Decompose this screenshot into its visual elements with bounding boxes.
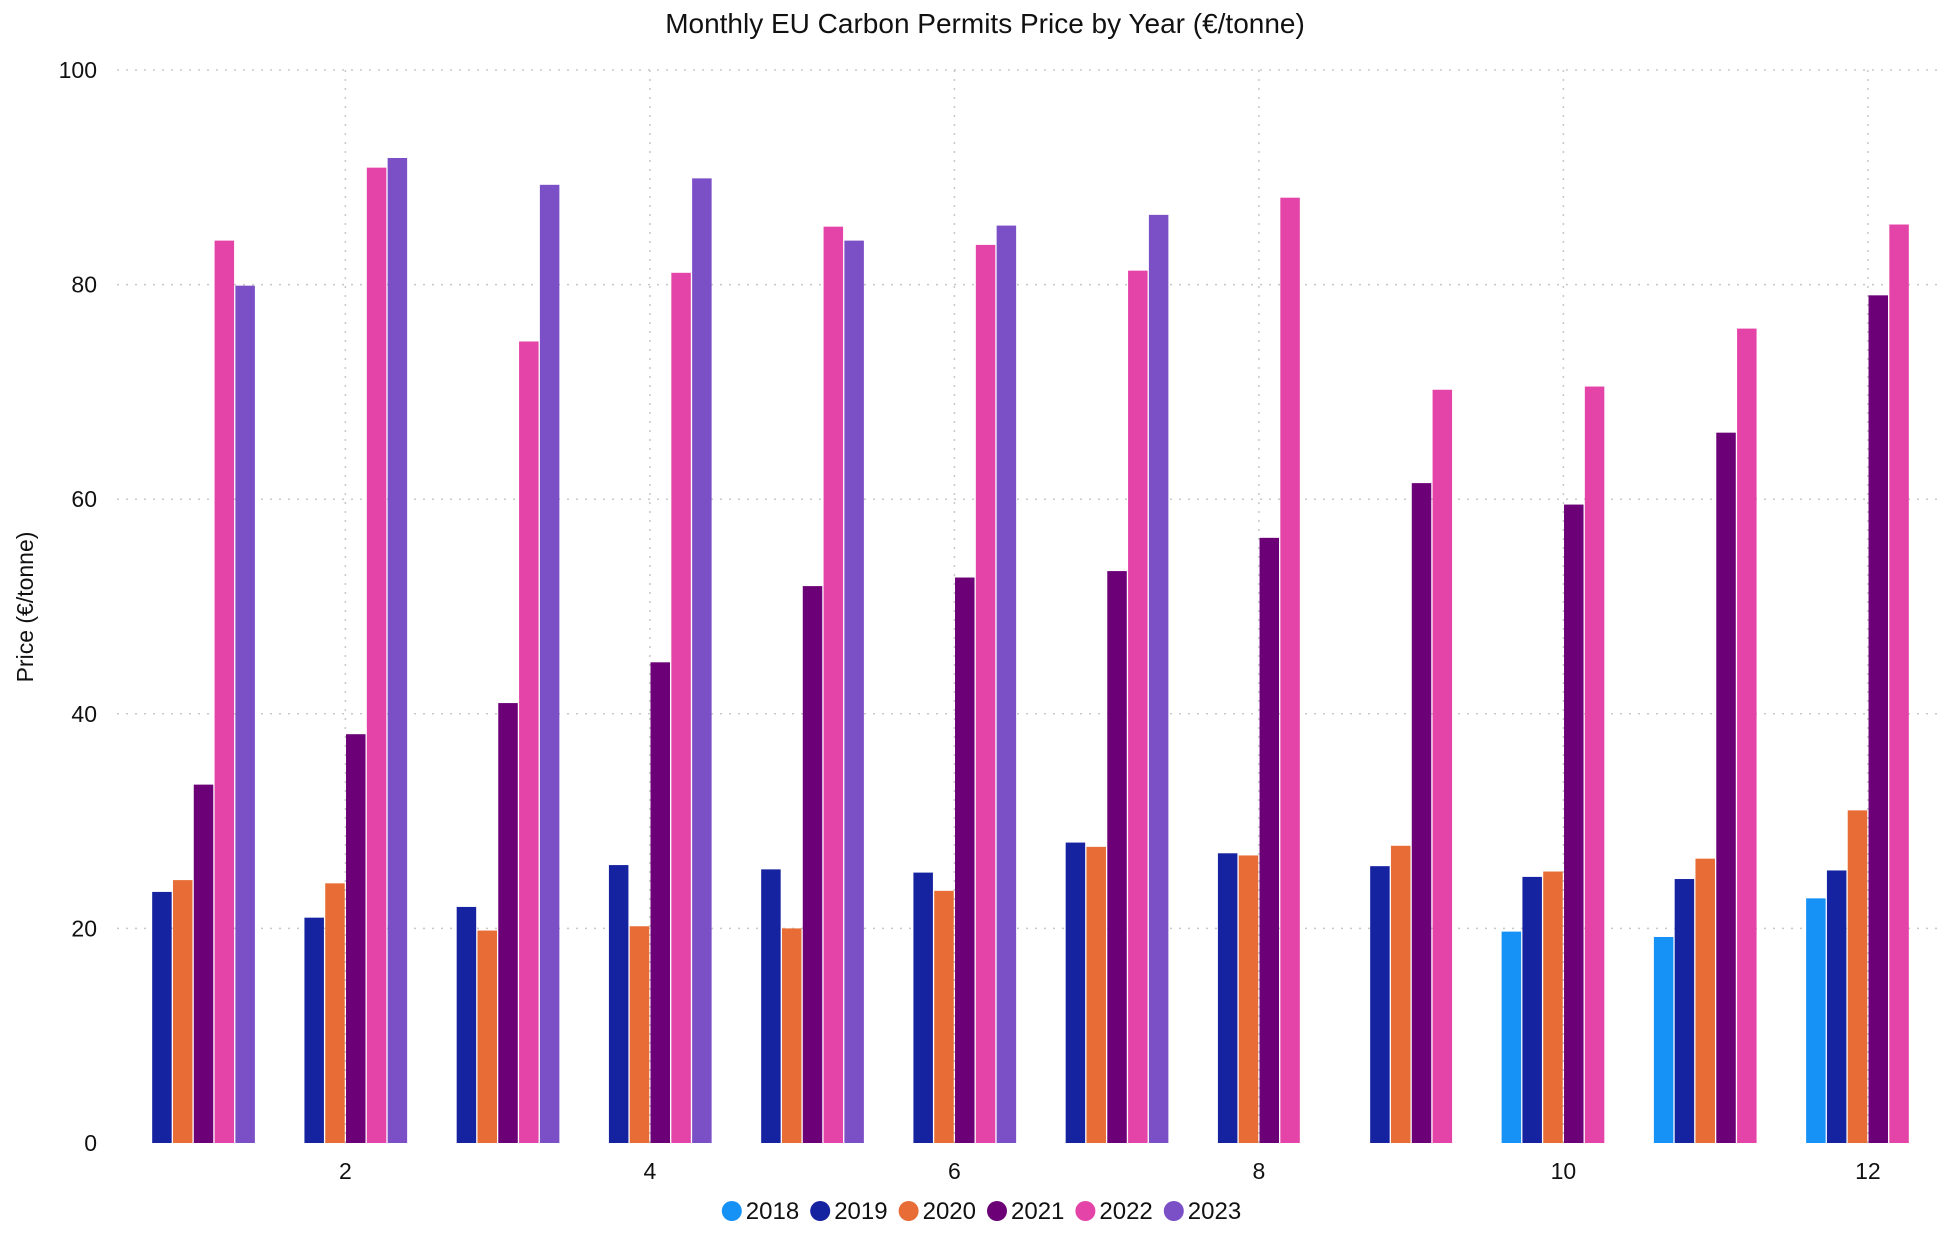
bar-2019-month-9	[1370, 866, 1390, 1143]
bar-2019-month-3	[456, 906, 477, 1143]
legend-marker	[810, 1201, 831, 1221]
legend-label: 2022	[1099, 1198, 1152, 1225]
legend-marker	[721, 1201, 742, 1221]
bar-2022-month-8	[1280, 197, 1300, 1143]
legend-label: 2018	[746, 1198, 799, 1225]
bar-2019-month-10	[1522, 876, 1542, 1143]
bar-2020-month-4	[629, 926, 650, 1143]
bar-2021-month-7	[1107, 571, 1127, 1143]
legend: 2018 2019 2020 2021 2022 2023	[721, 1198, 1241, 1225]
bar-2022-month-12	[1889, 224, 1909, 1143]
legend-label: 2020	[923, 1198, 976, 1225]
legend-item-2020[interactable]: 2020	[898, 1198, 976, 1225]
bar-2022-month-1	[214, 240, 235, 1144]
y-axis-label: Price (€/tonne)	[12, 532, 38, 683]
bar-2021-month-9	[1411, 483, 1432, 1143]
bar-2021-month-2	[346, 734, 366, 1143]
bar-2022-month-5	[823, 226, 844, 1143]
legend-item-2021[interactable]: 2021	[987, 1198, 1064, 1225]
y-tick-label: 0	[84, 1130, 97, 1156]
grid-lines	[117, 69, 1944, 1143]
bar-2021-month-6	[955, 577, 975, 1143]
bar-2022-month-11	[1737, 328, 1757, 1144]
bar-2019-month-12	[1826, 870, 1847, 1143]
bar-2023-month-4	[692, 178, 712, 1143]
bar-2021-month-11	[1716, 432, 1736, 1143]
bar-2020-month-11	[1695, 858, 1715, 1143]
legend-item-2018[interactable]: 2018	[721, 1198, 799, 1225]
bar-2021-month-12	[1868, 295, 1889, 1144]
bar-2018-month-10	[1501, 931, 1522, 1143]
bar-2019-month-5	[761, 869, 781, 1143]
bar-2019-month-2	[304, 917, 324, 1143]
legend-label: 2023	[1188, 1198, 1241, 1225]
bar-2020-month-3	[477, 930, 497, 1143]
bar-2020-month-2	[325, 883, 345, 1143]
bar-2022-month-6	[975, 244, 996, 1143]
x-tick-label: 6	[948, 1158, 961, 1184]
bars	[152, 157, 1909, 1144]
bar-2020-month-5	[781, 928, 802, 1143]
bar-2021-month-3	[498, 703, 518, 1143]
bar-2023-month-1	[235, 285, 255, 1143]
legend-item-2022[interactable]: 2022	[1075, 1198, 1153, 1225]
bar-2023-month-6	[996, 225, 1017, 1144]
x-tick-label: 2	[339, 1158, 352, 1184]
legend-label: 2021	[1011, 1198, 1064, 1225]
bar-2023-month-5	[844, 240, 864, 1144]
bar-2022-month-3	[519, 341, 539, 1144]
x-tick-label: 8	[1252, 1158, 1265, 1184]
bar-2022-month-2	[366, 167, 387, 1143]
bar-2021-month-5	[802, 586, 823, 1143]
y-axis: 0 20 40 60 80 100	[59, 57, 97, 1156]
bar-2022-month-4	[671, 272, 691, 1143]
bar-2020-month-12	[1847, 810, 1868, 1143]
bar-2018-month-11	[1653, 936, 1674, 1143]
bar-2021-month-1	[193, 784, 214, 1143]
x-tick-label: 10	[1551, 1158, 1577, 1184]
x-tick-label: 12	[1855, 1158, 1881, 1184]
bar-2021-month-8	[1259, 537, 1280, 1143]
bar-2019-month-6	[913, 872, 933, 1143]
bar-2020-month-10	[1543, 871, 1563, 1143]
bar-2022-month-7	[1128, 270, 1148, 1143]
bar-2023-month-2	[387, 157, 408, 1144]
chart-title: Monthly EU Carbon Permits Price by Year …	[665, 8, 1305, 39]
bar-2021-month-10	[1564, 504, 1584, 1143]
legend-marker	[1075, 1201, 1096, 1221]
bar-2020-month-8	[1238, 855, 1259, 1143]
y-tick-label: 40	[71, 701, 97, 727]
y-tick-label: 60	[71, 486, 97, 512]
bar-2018-month-12	[1806, 898, 1826, 1143]
legend-marker	[1163, 1201, 1184, 1221]
bar-2019-month-11	[1674, 879, 1695, 1143]
y-tick-label: 80	[71, 272, 97, 298]
y-tick-label: 100	[59, 57, 97, 83]
bar-2020-month-9	[1390, 845, 1411, 1143]
legend-label: 2019	[834, 1198, 887, 1225]
bar-2021-month-4	[650, 662, 671, 1143]
bar-2019-month-8	[1217, 853, 1238, 1143]
legend-marker	[987, 1201, 1007, 1221]
bar-2020-month-6	[934, 890, 954, 1143]
bar-2019-month-4	[608, 865, 629, 1143]
bar-2022-month-9	[1432, 389, 1453, 1143]
bar-2022-month-10	[1584, 386, 1605, 1143]
bar-2023-month-7	[1148, 214, 1169, 1144]
bar-2023-month-3	[539, 184, 560, 1143]
bar-2019-month-1	[152, 891, 172, 1143]
bar-2019-month-7	[1065, 842, 1086, 1143]
bar-2020-month-1	[172, 880, 193, 1143]
y-tick-label: 20	[71, 915, 97, 941]
legend-item-2023[interactable]: 2023	[1163, 1198, 1241, 1225]
legend-marker	[898, 1201, 919, 1221]
x-axis: 2 4 6 8 10 12	[339, 1158, 1881, 1184]
bar-2020-month-7	[1086, 846, 1106, 1143]
legend-item-2019[interactable]: 2019	[810, 1198, 888, 1225]
x-tick-label: 4	[643, 1158, 656, 1184]
